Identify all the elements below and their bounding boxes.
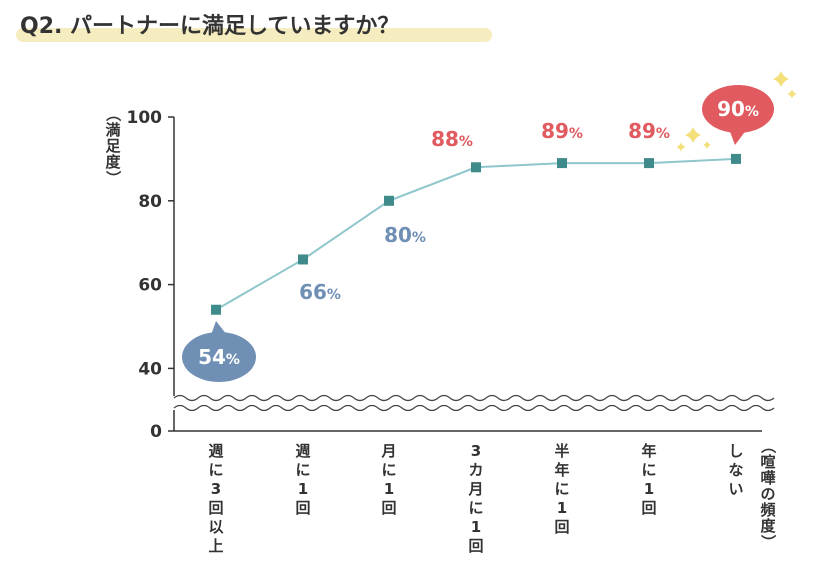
data-point [471,162,481,173]
axes [173,117,762,432]
break-wave [173,394,775,402]
callout-group [182,85,774,382]
y-label-char: 足 [105,137,121,155]
data-label: 54% [198,345,240,369]
x-category-char: 3 [471,442,481,460]
x-category-char: 回 [641,499,656,517]
x-category-char: 回 [554,518,569,536]
data-label: 80% [384,223,426,247]
x-category-char: 以 [208,518,223,536]
x-category-char: い [728,480,743,498]
x-category-char: に [295,461,310,479]
title-highlight [16,28,492,42]
x-category-char: 1 [384,480,394,498]
x-category-char: 回 [468,537,483,555]
x-category-char: 3 [211,480,221,498]
data-point [644,158,654,169]
x-category-char: に [381,461,396,479]
x-category-char: 1 [557,499,567,517]
x-category-char: に [468,499,483,517]
x-label-char: 嘩 [760,469,775,487]
x-category-char: に [554,480,569,498]
data-point [211,304,221,315]
x-category-char: 週 [295,442,310,460]
x-category-char: 年 [554,461,569,479]
x-category-char: 1 [298,480,308,498]
x-category-char: 半 [554,442,569,460]
x-category-char: カ [468,461,483,479]
break-gap [172,396,764,410]
y-tick-label: 80 [138,192,162,212]
x-category-char: に [208,461,223,479]
x-category-char: 月 [467,480,483,498]
x-label-char: 喧 [760,453,775,471]
y-tick-label: 100 [127,108,163,128]
data-label: 89% [628,119,670,143]
data-point [384,195,394,206]
y-label-char: （ [104,106,122,121]
break-wave [173,404,775,412]
sparkle-decoration [676,71,797,152]
y-ticks: 0 40 60 80 100 [127,108,174,442]
x-category-char: 1 [471,518,481,536]
data-label: 66% [299,280,341,304]
callout-tail [211,321,227,335]
sparkle-icon [676,142,686,152]
x-label-char: （ [759,438,777,453]
sparkle-icon [685,127,701,143]
x-label-char: 度 [760,517,776,535]
y-label-char: 度 [105,153,121,171]
callout-bubble [702,85,774,133]
x-category-char: 月 [380,442,396,460]
x-category-char: 1 [644,480,654,498]
y-axis-label: （満足度） [104,106,122,185]
chart-title: Q2. パートナーに満足していますか？ [20,13,399,39]
x-category-char: 回 [295,499,310,517]
x-label-char: ） [759,534,777,549]
x-category-char: 回 [381,499,396,517]
data-point [298,254,308,265]
sparkle-icon [787,89,797,99]
title-block: Q2. パートナーに満足していますか？ [16,13,492,42]
callout-tail [729,129,747,145]
series-line [215,157,737,311]
x-category-char: 回 [208,499,223,517]
data-label: 89% [541,119,583,143]
data-label: 88% [431,127,473,151]
series-line-group [211,153,741,315]
x-category-char: 週 [208,442,223,460]
x-category-char: し [728,442,743,460]
sparkle-icon [703,141,711,149]
x-category-char: な [728,461,743,479]
y-tick-label: 40 [138,359,162,379]
x-label-char: の [760,485,775,503]
y-tick-label: 0 [150,422,162,442]
y-label-char: ） [104,170,122,185]
data-point [557,158,567,169]
x-category-char: 年 [641,442,656,460]
data-labels: 54% 66% 80% 88% 89% 89% 90% [198,97,759,369]
y-tick-label: 60 [138,276,162,296]
x-category-char: に [641,461,656,479]
y-label-char: 満 [105,121,120,139]
data-point [731,153,741,164]
axis-break-wave [172,394,775,412]
sparkle-icon [773,71,789,87]
x-label-char: 頻 [760,501,775,519]
x-category-char: 上 [208,537,223,555]
data-label: 90% [717,97,759,121]
callout-bubble [182,332,256,382]
